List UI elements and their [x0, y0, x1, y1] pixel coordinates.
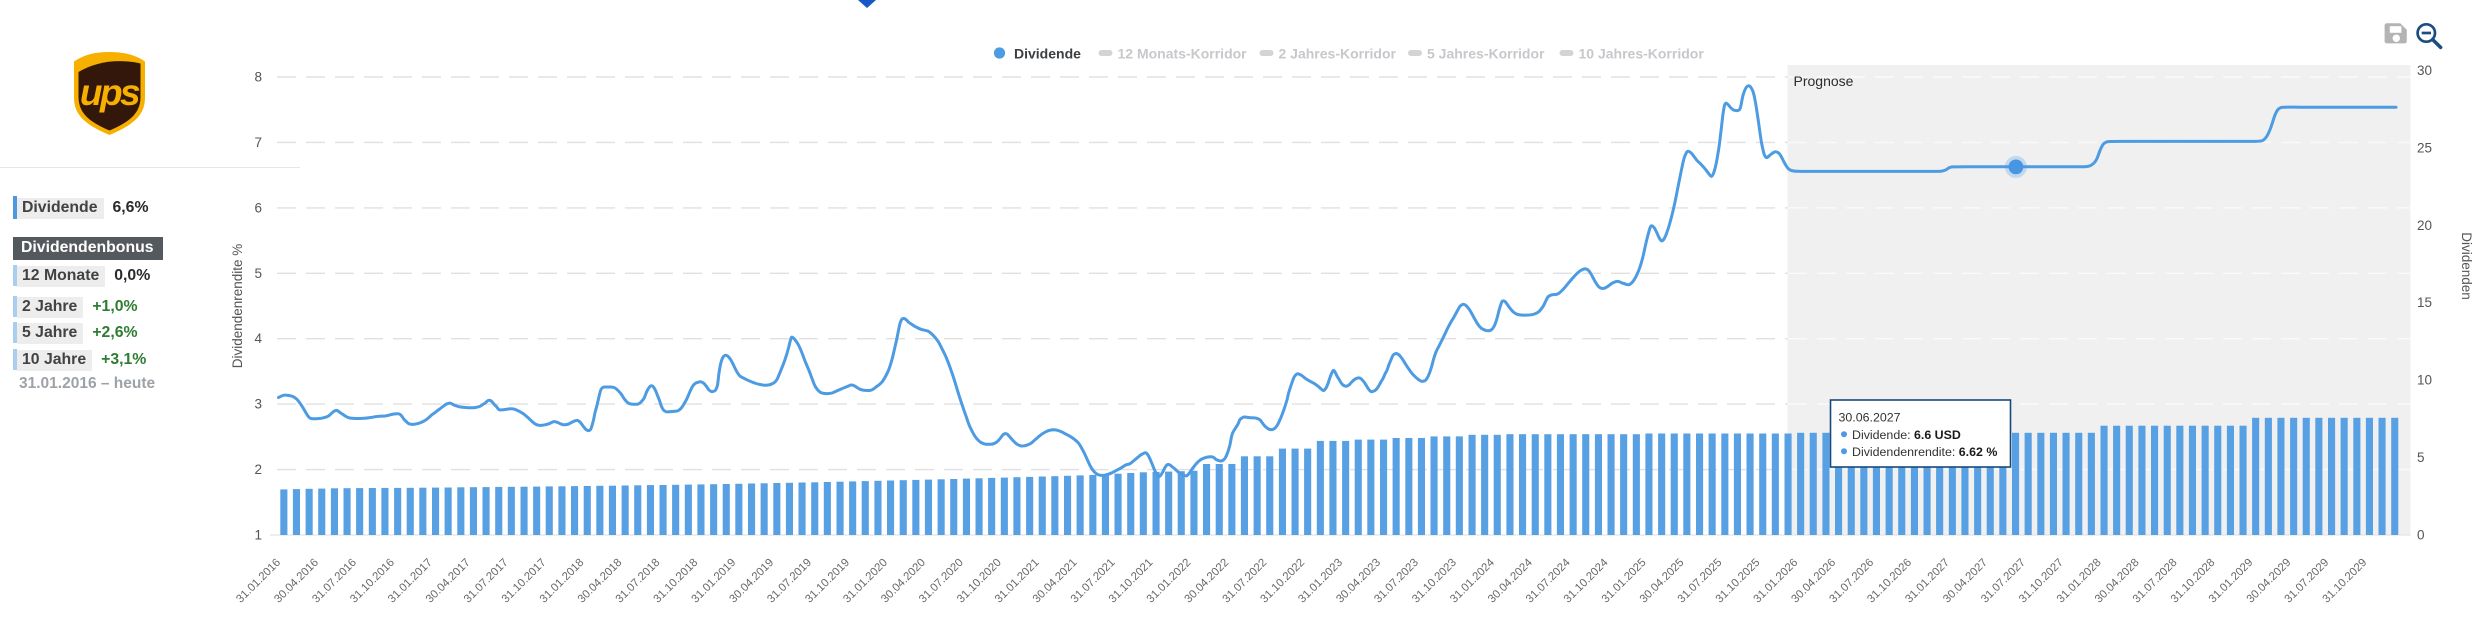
- svg-text:30: 30: [2417, 63, 2432, 78]
- svg-text:30.06.2027: 30.06.2027: [1839, 411, 1901, 425]
- svg-text:Dividendenrendite %: Dividendenrendite %: [230, 244, 245, 369]
- svg-text:Dividende: 6.6 USD: Dividende: 6.6 USD: [1852, 428, 1961, 442]
- svg-text:20: 20: [2417, 218, 2432, 233]
- svg-text:Prognose: Prognose: [1794, 73, 1854, 89]
- svg-text:4: 4: [254, 331, 262, 346]
- svg-text:Dividende: Dividende: [1014, 45, 1081, 61]
- svg-text:ups: ups: [80, 72, 140, 113]
- svg-text:6: 6: [254, 200, 262, 215]
- svg-text:3: 3: [254, 397, 262, 412]
- svg-text:7: 7: [254, 135, 262, 150]
- svg-text:2: 2: [254, 462, 262, 477]
- svg-text:5: 5: [2417, 450, 2425, 465]
- svg-text:12 Monats-Korridor: 12 Monats-Korridor: [1118, 45, 1248, 61]
- svg-text:Dividendenrendite: 6.62 %: Dividendenrendite: 6.62 %: [1852, 445, 1997, 459]
- svg-text:25: 25: [2417, 140, 2432, 155]
- svg-text:8: 8: [254, 70, 262, 85]
- svg-text:2 Jahres-Korridor: 2 Jahres-Korridor: [1279, 45, 1397, 61]
- svg-text:15: 15: [2417, 295, 2432, 310]
- svg-text:0: 0: [2417, 528, 2425, 543]
- svg-text:5 Jahres-Korridor: 5 Jahres-Korridor: [1427, 45, 1545, 61]
- svg-text:10 Jahres-Korridor: 10 Jahres-Korridor: [1579, 45, 1705, 61]
- svg-text:Dividenden: Dividenden: [2459, 232, 2473, 300]
- svg-text:10: 10: [2417, 373, 2432, 388]
- svg-text:5: 5: [254, 266, 262, 281]
- svg-text:1: 1: [254, 528, 262, 543]
